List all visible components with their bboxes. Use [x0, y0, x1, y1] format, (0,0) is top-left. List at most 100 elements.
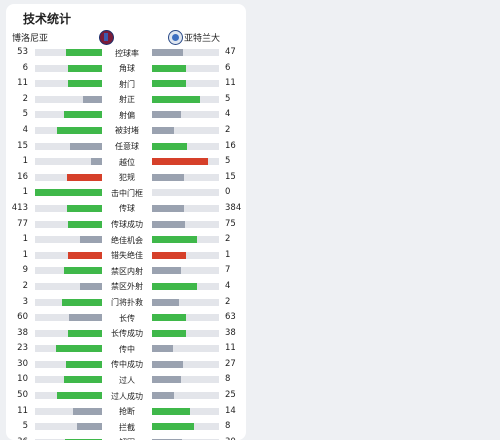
- home-bar-track: [35, 111, 102, 119]
- home-value: 10: [17, 374, 28, 385]
- home-bar-track: [35, 392, 102, 400]
- away-bar-track: [152, 392, 219, 400]
- stat-row: 9 禁区内射 7: [6, 263, 246, 279]
- stat-label: 射偏: [119, 110, 135, 120]
- home-bar-track: [35, 189, 102, 197]
- away-value: 11: [225, 343, 236, 354]
- stat-row: 1 错失绝佳 1: [6, 248, 246, 264]
- stat-row: 23 传中 11: [6, 341, 246, 357]
- home-value: 53: [17, 47, 28, 57]
- stat-row: 413 传球 384: [6, 201, 246, 217]
- home-bar-track: [35, 298, 102, 306]
- away-value: 5: [225, 93, 231, 104]
- away-bar-track: [152, 407, 219, 415]
- stat-row: 1 绝佳机会 2: [6, 232, 246, 248]
- away-value: 8: [225, 421, 231, 432]
- away-bar-track: [152, 267, 219, 275]
- away-value: 11: [225, 78, 236, 89]
- away-bar: [152, 158, 208, 166]
- away-bar: [152, 126, 174, 134]
- away-value: 30: [225, 437, 236, 440]
- home-value: 36: [6, 437, 28, 440]
- home-bar: [66, 360, 102, 368]
- away-bar-track: [152, 423, 219, 431]
- away-bar-track: [152, 345, 219, 353]
- away-bar-track: [152, 158, 219, 166]
- away-bar: [152, 329, 186, 337]
- away-bar-track: [152, 173, 219, 181]
- away-value: 6: [225, 62, 231, 73]
- stat-label: 抢断: [119, 407, 135, 417]
- away-bar: [152, 360, 183, 368]
- home-bar: [69, 314, 102, 322]
- stat-label: 过人成功: [111, 391, 143, 401]
- stat-label: 解围: [102, 437, 152, 440]
- home-bar: [77, 423, 102, 431]
- away-bar: [152, 111, 181, 119]
- stat-label: 过人: [119, 375, 135, 385]
- home-bar-track: [35, 142, 102, 150]
- stat-row: 4 被封堵 2: [6, 123, 246, 139]
- home-bar-track: [35, 251, 102, 259]
- stat-label: 被封堵: [115, 126, 139, 136]
- stat-label: 错失绝佳: [111, 251, 143, 261]
- stat-row: 5 拦截 8: [6, 419, 246, 435]
- home-bar: [68, 64, 102, 72]
- home-value: 4: [22, 124, 28, 135]
- home-value: 60: [17, 312, 28, 323]
- stat-label: 禁区外射: [111, 282, 143, 292]
- away-bar-track: [152, 142, 219, 150]
- home-value: 77: [17, 218, 28, 229]
- away-bar: [152, 438, 182, 440]
- stat-row: 3 门将扑救 2: [6, 295, 246, 311]
- stat-row: 60 长传 63: [6, 310, 246, 326]
- home-value: 30: [17, 358, 28, 369]
- away-value: 8: [225, 374, 231, 385]
- away-bar-track: [152, 220, 219, 228]
- home-bar-track: [35, 80, 102, 88]
- home-value: 1: [22, 156, 28, 167]
- away-bar-track: [152, 95, 219, 103]
- away-bar: [152, 236, 197, 244]
- away-bar: [152, 95, 200, 103]
- stat-label: 传中: [119, 344, 135, 354]
- home-bar: [66, 49, 102, 56]
- away-bar-track: [152, 376, 219, 384]
- home-value: 9: [22, 265, 28, 276]
- away-bar-track: [152, 251, 219, 259]
- home-bar-track: [35, 95, 102, 103]
- away-value: 14: [225, 405, 236, 416]
- away-value: 2: [225, 296, 231, 307]
- away-bar-track: [152, 126, 219, 134]
- away-bar-track: [152, 329, 219, 337]
- away-value: 2: [225, 234, 231, 245]
- stat-label: 越位: [119, 157, 135, 167]
- home-bar: [73, 407, 102, 415]
- stat-row: 77 传球成功 75: [6, 217, 246, 233]
- home-value: 2: [22, 93, 28, 104]
- home-bar: [68, 80, 102, 88]
- away-value: 27: [225, 358, 236, 369]
- away-value: 38: [225, 327, 236, 338]
- stat-label: 传中成功: [111, 360, 143, 370]
- stat-label: 射门: [119, 79, 135, 89]
- home-bar-track: [35, 438, 102, 440]
- away-team-name: 亚特兰大: [184, 34, 221, 44]
- home-bar-track: [35, 64, 102, 72]
- home-value: 6: [22, 62, 28, 73]
- home-bar: [91, 158, 102, 166]
- home-value: 1: [22, 249, 28, 260]
- home-bar-track: [35, 204, 102, 212]
- home-bar-track: [35, 407, 102, 415]
- home-bar: [56, 345, 102, 353]
- stat-row: 2 射正 5: [6, 92, 246, 108]
- away-bar-track: [152, 80, 219, 88]
- away-bar: [152, 282, 197, 290]
- home-value: 23: [17, 343, 28, 354]
- home-value: 11: [17, 78, 28, 89]
- home-bar: [68, 329, 102, 337]
- away-bar: [152, 173, 184, 181]
- away-value: 2: [225, 124, 231, 135]
- away-bar: [152, 251, 186, 259]
- home-team-name: 博洛尼亚: [12, 34, 49, 44]
